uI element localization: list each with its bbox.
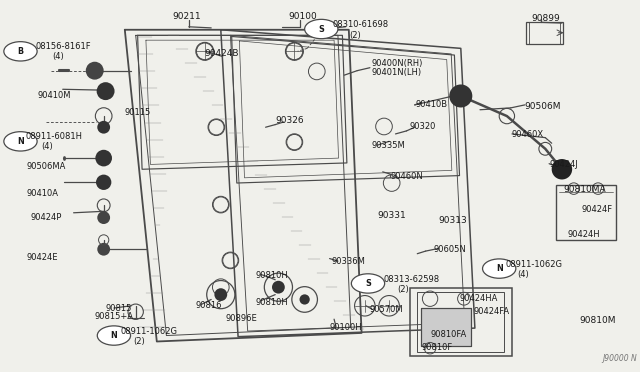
Text: N: N xyxy=(111,331,117,340)
Ellipse shape xyxy=(97,121,110,134)
Text: 90100: 90100 xyxy=(288,12,317,21)
Text: B: B xyxy=(17,47,24,56)
Text: 90424HA: 90424HA xyxy=(460,294,498,303)
Text: (2): (2) xyxy=(349,31,360,40)
Text: 90810H: 90810H xyxy=(256,298,289,307)
Text: 08911-1062G: 08911-1062G xyxy=(120,327,177,336)
Text: 90424FA: 90424FA xyxy=(474,307,509,316)
Text: 08313-62598: 08313-62598 xyxy=(384,275,440,284)
Ellipse shape xyxy=(86,62,104,80)
Text: 90815: 90815 xyxy=(106,304,132,312)
Ellipse shape xyxy=(97,82,115,100)
Text: 08156-8161F: 08156-8161F xyxy=(35,42,91,51)
Text: (4): (4) xyxy=(517,270,529,279)
Ellipse shape xyxy=(449,84,472,108)
Circle shape xyxy=(305,19,338,39)
Text: 90410B: 90410B xyxy=(416,100,448,109)
Circle shape xyxy=(4,42,37,61)
Text: 90115: 90115 xyxy=(125,108,151,117)
Text: 90810F: 90810F xyxy=(421,343,452,352)
Text: 90211: 90211 xyxy=(173,12,202,21)
Text: 90410M: 90410M xyxy=(37,92,70,100)
Ellipse shape xyxy=(214,288,227,301)
Text: 90424J: 90424J xyxy=(549,160,578,169)
Text: 90320: 90320 xyxy=(410,122,436,131)
Text: 90424B: 90424B xyxy=(205,49,239,58)
Text: 90896E: 90896E xyxy=(225,314,257,323)
Text: (4): (4) xyxy=(42,142,53,151)
Text: 90424P: 90424P xyxy=(31,213,62,222)
Text: 90810MA: 90810MA xyxy=(563,185,606,194)
Text: 90506MA: 90506MA xyxy=(27,162,67,171)
Ellipse shape xyxy=(272,281,285,294)
Text: 90336M: 90336M xyxy=(332,257,365,266)
Text: 90810FA: 90810FA xyxy=(430,330,467,339)
Text: 90605N: 90605N xyxy=(434,245,467,254)
Text: (4): (4) xyxy=(52,52,64,61)
Text: 90815+A: 90815+A xyxy=(95,312,134,321)
Text: 90424H: 90424H xyxy=(567,230,600,239)
Text: 90460N: 90460N xyxy=(390,172,423,181)
Text: 90401N(LH): 90401N(LH) xyxy=(371,68,421,77)
Ellipse shape xyxy=(96,174,111,190)
Text: 90100H: 90100H xyxy=(330,323,362,332)
Ellipse shape xyxy=(95,150,112,166)
Text: 90335M: 90335M xyxy=(371,141,405,150)
Text: 08911-1062G: 08911-1062G xyxy=(506,260,563,269)
Text: 90810M: 90810M xyxy=(579,316,616,325)
Bar xyxy=(410,288,512,356)
Text: 90506M: 90506M xyxy=(525,102,561,110)
Text: S: S xyxy=(318,25,324,33)
Ellipse shape xyxy=(300,294,310,305)
Text: S: S xyxy=(365,279,371,288)
Circle shape xyxy=(97,326,131,345)
Text: 90313: 90313 xyxy=(438,216,467,225)
Text: 90460X: 90460X xyxy=(512,130,544,139)
Bar xyxy=(556,185,616,240)
Ellipse shape xyxy=(552,159,572,180)
Bar xyxy=(417,292,504,352)
Text: N: N xyxy=(496,264,502,273)
Text: 90816: 90816 xyxy=(195,301,221,310)
Circle shape xyxy=(483,259,516,278)
Text: 90570M: 90570M xyxy=(370,305,404,314)
Text: 08310-61698: 08310-61698 xyxy=(333,20,389,29)
Bar xyxy=(421,308,471,346)
Text: 90326: 90326 xyxy=(275,116,304,125)
Text: 90410A: 90410A xyxy=(27,189,59,198)
Text: (2): (2) xyxy=(397,285,408,294)
Text: 90400N(RH): 90400N(RH) xyxy=(371,59,422,68)
Text: 08911-6081H: 08911-6081H xyxy=(26,132,83,141)
Text: 90331: 90331 xyxy=(378,211,406,220)
Text: 90899: 90899 xyxy=(531,14,560,23)
Text: (2): (2) xyxy=(133,337,145,346)
Circle shape xyxy=(351,274,385,293)
Bar xyxy=(526,22,563,44)
Circle shape xyxy=(4,132,37,151)
Ellipse shape xyxy=(97,243,110,256)
Text: N: N xyxy=(17,137,24,146)
Text: 90424E: 90424E xyxy=(27,253,58,262)
Text: J90000 N: J90000 N xyxy=(602,354,637,363)
Ellipse shape xyxy=(97,211,110,224)
Text: 90810H: 90810H xyxy=(256,271,289,280)
Text: 90424F: 90424F xyxy=(581,205,612,214)
Bar xyxy=(421,308,471,346)
